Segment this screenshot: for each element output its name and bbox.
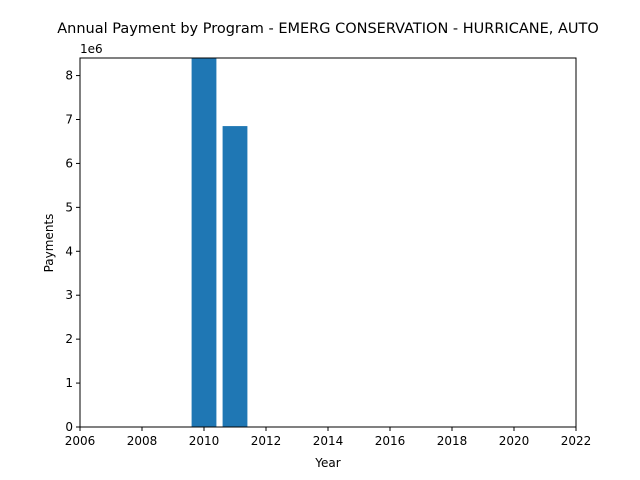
bar-2010	[192, 58, 217, 427]
x-tick-label: 2016	[375, 434, 406, 448]
y-axis-label: Payments	[42, 214, 56, 273]
y-axis-ticks: 0 1 2 3 4 5 6 7 8	[65, 69, 80, 434]
bar-2011	[223, 126, 248, 427]
chart-title: Annual Payment by Program - EMERG CONSER…	[57, 21, 599, 37]
y-tick-label: 2	[65, 332, 73, 346]
y-tick-label: 6	[65, 156, 73, 170]
bars-group	[192, 58, 248, 427]
x-tick-label: 2018	[437, 434, 468, 448]
y-tick-label: 8	[65, 69, 73, 83]
y-tick-label: 4	[65, 244, 73, 258]
x-axis-ticks: 2006 2008 2010 2012 2014 2016 2018 2020 2022	[65, 427, 592, 448]
x-tick-label: 2014	[313, 434, 344, 448]
y-tick-label: 0	[65, 420, 73, 434]
y-offset-label: 1e6	[80, 42, 103, 56]
x-tick-label: 2012	[251, 434, 282, 448]
x-tick-label: 2022	[561, 434, 592, 448]
x-axis-label: Year	[314, 456, 340, 470]
y-tick-label: 5	[65, 200, 73, 214]
x-tick-label: 2006	[65, 434, 96, 448]
y-tick-label: 7	[65, 113, 73, 127]
plot-frame	[80, 58, 576, 427]
x-tick-label: 2020	[499, 434, 530, 448]
y-tick-label: 1	[65, 376, 73, 390]
x-tick-label: 2008	[127, 434, 158, 448]
y-tick-label: 3	[65, 288, 73, 302]
x-tick-label: 2010	[189, 434, 220, 448]
